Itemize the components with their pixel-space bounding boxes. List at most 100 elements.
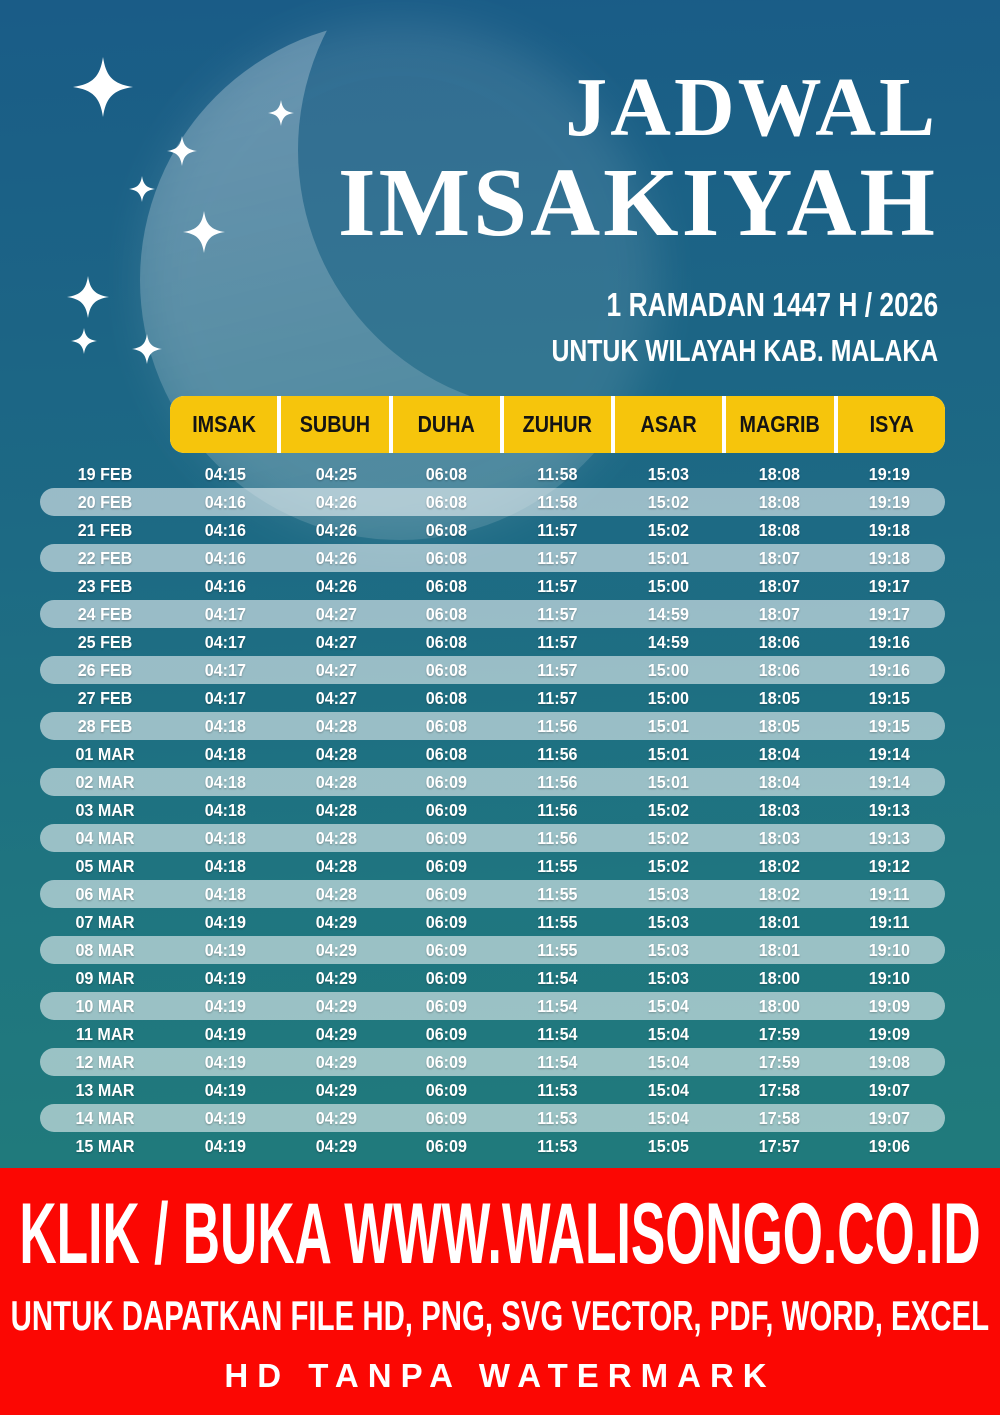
- table-row: 08 MAR 04:19 04:29 06:09 11:55 15:03 18:01 19:…: [40, 936, 945, 964]
- footer-banner: KLIK / BUKA WWW.WALISONGO.CO.ID UNTUK DA…: [0, 1168, 1000, 1415]
- time-cell: 15:01: [647, 547, 689, 568]
- time-cell: 17:58: [758, 1107, 800, 1128]
- time-cell: 04:29: [315, 939, 357, 960]
- time-cell: 06:09: [426, 771, 468, 792]
- time-cell: 06:08: [426, 715, 468, 736]
- time-cell: 11:57: [537, 631, 578, 652]
- time-cell: 11:57: [537, 659, 578, 680]
- date-cell: 08 MAR: [75, 939, 135, 960]
- time-cell: 11:54: [537, 967, 578, 988]
- time-cell: 11:58: [537, 463, 578, 484]
- time-cell: 11:56: [537, 827, 578, 848]
- time-cell: 04:19: [204, 1051, 246, 1072]
- time-cell: 19:14: [869, 771, 911, 792]
- time-cell: 04:17: [204, 659, 246, 680]
- date-cell: 13 MAR: [75, 1079, 135, 1100]
- time-cell: 19:14: [869, 743, 911, 764]
- time-cell: 15:01: [647, 743, 689, 764]
- time-cell: 04:28: [315, 771, 357, 792]
- time-cell: 18:04: [758, 743, 800, 764]
- time-cell: 06:08: [426, 631, 468, 652]
- time-cell: 06:09: [426, 799, 468, 820]
- time-cell: 15:02: [647, 519, 689, 540]
- time-cell: 04:18: [204, 743, 246, 764]
- time-cell: 15:04: [647, 1107, 689, 1128]
- time-cell: 11:55: [537, 855, 578, 876]
- time-cell: 04:18: [204, 799, 246, 820]
- time-cell: 04:28: [315, 827, 357, 848]
- time-cell: 04:15: [204, 463, 246, 484]
- time-cell: 17:59: [758, 1023, 800, 1044]
- time-cell: 18:02: [758, 883, 800, 904]
- time-cell: 15:04: [647, 1023, 689, 1044]
- time-cell: 11:54: [537, 995, 578, 1016]
- time-cell: 15:03: [647, 967, 689, 988]
- time-cell: 14:59: [647, 603, 689, 624]
- date-cell: 07 MAR: [75, 911, 135, 932]
- poster-title-line2: IMSAKIYAH: [337, 149, 938, 256]
- date-cell: 09 MAR: [75, 967, 135, 988]
- time-cell: 04:28: [315, 855, 357, 876]
- time-cell: 19:15: [869, 687, 911, 708]
- table-row: 05 MAR 04:18 04:28 06:09 11:55 15:02 18:02 19:…: [40, 852, 945, 880]
- time-cell: 19:12: [869, 855, 911, 876]
- time-cell: 18:00: [758, 995, 800, 1016]
- time-cell: 11:53: [537, 1107, 578, 1128]
- star-icon: [183, 211, 225, 253]
- star-icon: [268, 100, 294, 126]
- time-cell: 15:00: [647, 659, 689, 680]
- time-cell: 04:16: [204, 575, 246, 596]
- date-cell: 01 MAR: [75, 743, 135, 764]
- date-cell: 10 MAR: [75, 995, 135, 1016]
- time-cell: 11:56: [537, 799, 578, 820]
- star-icon: [132, 334, 162, 364]
- time-cell: 04:18: [204, 827, 246, 848]
- table-row: 23 FEB 04:16 04:26 06:08 11:57 15:00 18:07 19:…: [40, 572, 945, 600]
- subtitle: 1 RAMADAN 1447 H / 2026 UNTUK WILAYAH KA…: [338, 281, 938, 374]
- time-cell: 06:08: [426, 743, 468, 764]
- time-cell: 11:57: [537, 575, 578, 596]
- date-cell: 26 FEB: [77, 659, 133, 680]
- time-cell: 18:03: [758, 827, 800, 848]
- time-cell: 15:00: [647, 575, 689, 596]
- time-cell: 18:08: [758, 519, 800, 540]
- time-cell: 15:04: [647, 1079, 689, 1100]
- time-cell: 15:03: [647, 463, 689, 484]
- subtitle-date: 1 RAMADAN 1447 H / 2026: [606, 286, 938, 323]
- time-cell: 04:19: [204, 1023, 246, 1044]
- table-row: 12 MAR 04:19 04:29 06:09 11:54 15:04 17:59 19:…: [40, 1048, 945, 1076]
- time-cell: 04:27: [315, 631, 357, 652]
- time-cell: 19:16: [869, 659, 911, 680]
- time-cell: 19:17: [869, 575, 911, 596]
- time-cell: 04:19: [204, 1107, 246, 1128]
- time-cell: 11:53: [537, 1135, 578, 1156]
- time-cell: 18:02: [758, 855, 800, 876]
- subtitle-region: UNTUK WILAYAH KAB. MALAKA: [551, 332, 938, 368]
- time-cell: 19:13: [869, 799, 911, 820]
- table-row: 06 MAR 04:18 04:28 06:09 11:55 15:03 18:02 19:…: [40, 880, 945, 908]
- time-cell: 04:18: [204, 855, 246, 876]
- time-cell: 18:05: [758, 687, 800, 708]
- time-cell: 15:03: [647, 911, 689, 932]
- website-link[interactable]: KLIK / BUKA WWW.WALISONGO.CO.ID: [19, 1186, 981, 1282]
- time-cell: 11:57: [537, 547, 578, 568]
- time-cell: 04:26: [315, 491, 357, 512]
- time-cell: 15:02: [647, 491, 689, 512]
- time-cell: 19:18: [869, 519, 911, 540]
- table-row: 20 FEB 04:16 04:26 06:08 11:58 15:02 18:08 19:…: [40, 488, 945, 516]
- time-cell: 06:09: [426, 883, 468, 904]
- date-cell: 11 MAR: [75, 1023, 135, 1044]
- table-row: 09 MAR 04:19 04:29 06:09 11:54 15:03 18:00 19:…: [40, 964, 945, 992]
- time-cell: 06:09: [426, 1107, 468, 1128]
- time-cell: 06:08: [426, 519, 468, 540]
- time-cell: 04:27: [315, 687, 357, 708]
- time-cell: 04:19: [204, 939, 246, 960]
- star-icon: [67, 276, 109, 318]
- time-cell: 04:28: [315, 799, 357, 820]
- time-cell: 11:57: [537, 519, 578, 540]
- table-row: 26 FEB 04:17 04:27 06:08 11:57 15:00 18:06 19:…: [40, 656, 945, 684]
- date-cell: 21 FEB: [77, 519, 133, 540]
- time-cell: 04:26: [315, 547, 357, 568]
- time-cell: 04:19: [204, 911, 246, 932]
- column-header: ASAR: [615, 396, 723, 453]
